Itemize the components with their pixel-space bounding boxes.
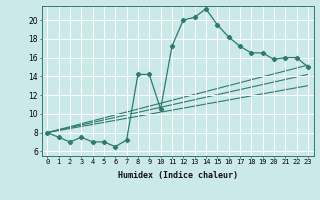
X-axis label: Humidex (Indice chaleur): Humidex (Indice chaleur) (118, 171, 237, 180)
